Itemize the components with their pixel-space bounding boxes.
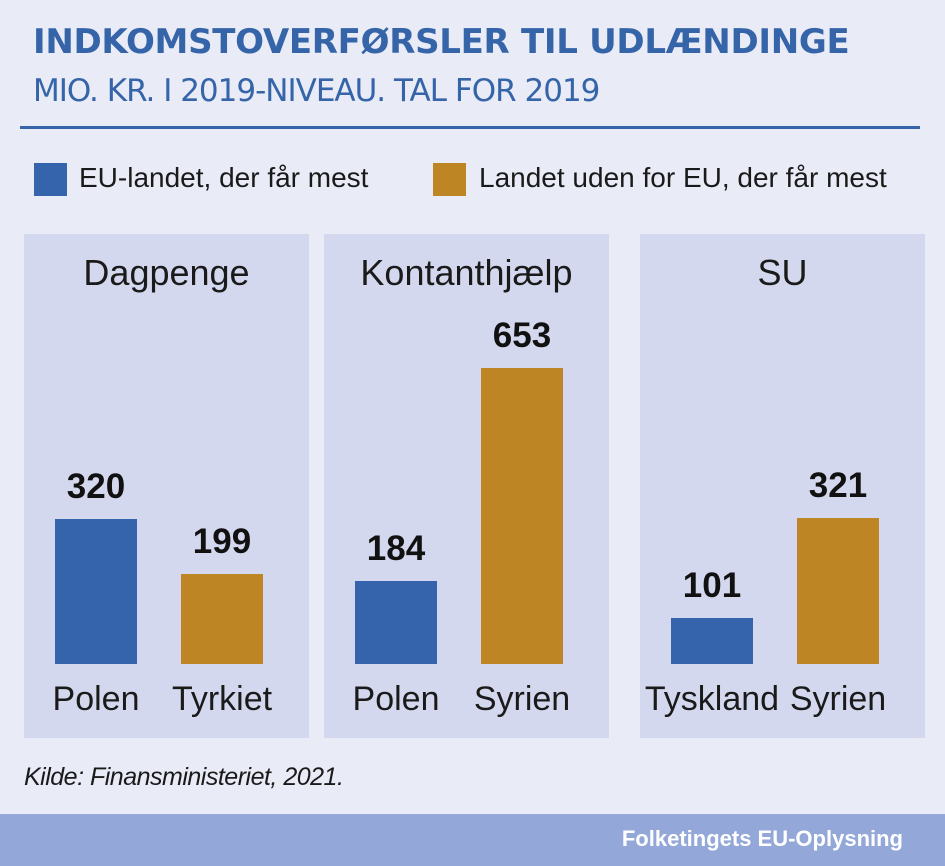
category-label: Syrien <box>789 680 887 718</box>
footer-brand: Folketingets EU-Oplysning <box>621 826 903 851</box>
value-label: 101 <box>682 566 742 605</box>
value-label: 199 <box>192 522 252 561</box>
category-label: Tyskland <box>644 680 780 718</box>
panel-title: SU <box>757 252 808 293</box>
legend-label-eu: EU-landet, der får mest <box>79 162 369 193</box>
footer-bar: Folketingets EU-Oplysning <box>0 814 945 866</box>
value-label: 653 <box>492 316 552 355</box>
legend-swatch-eu <box>34 163 67 196</box>
bar-su-syrien <box>797 518 879 664</box>
value-label: 320 <box>66 467 126 506</box>
bar-kontanthjælp-polen <box>355 581 437 664</box>
value-label: 321 <box>808 466 868 505</box>
category-label: Syrien <box>473 680 571 718</box>
bar-kontanthjælp-syrien <box>481 368 563 664</box>
legend-swatch-non-eu <box>433 163 466 196</box>
bar-dagpenge-tyrkiet <box>181 574 263 664</box>
category-label: Polen <box>352 680 440 718</box>
title-divider <box>20 126 920 129</box>
panel-title: Kontanthjælp <box>360 252 573 293</box>
chart-title: INDKOMSTOVERFØRSLER TIL UDLÆNDINGE <box>33 22 850 62</box>
bar-su-tyskland <box>671 618 753 664</box>
panel-su: SU 101 Tyskland 321 Syrien <box>640 234 925 738</box>
bar-dagpenge-polen <box>55 519 137 664</box>
chart-subtitle: MIO. KR. I 2019-NIVEAU. TAL FOR 2019 <box>33 73 600 109</box>
category-label: Polen <box>52 680 140 718</box>
panel-dagpenge: Dagpenge 320 Polen 199 Tyrkiet <box>24 234 309 738</box>
panel-kontanthjaelp: Kontanthjælp 184 Polen 653 Syrien <box>324 234 609 738</box>
category-label: Tyrkiet <box>171 680 273 718</box>
source-note: Kilde: Finansministeriet, 2021. <box>24 763 344 791</box>
value-label: 184 <box>366 529 426 568</box>
legend-label-non-eu: Landet uden for EU, der får mest <box>479 162 887 193</box>
panel-title: Dagpenge <box>83 252 250 293</box>
